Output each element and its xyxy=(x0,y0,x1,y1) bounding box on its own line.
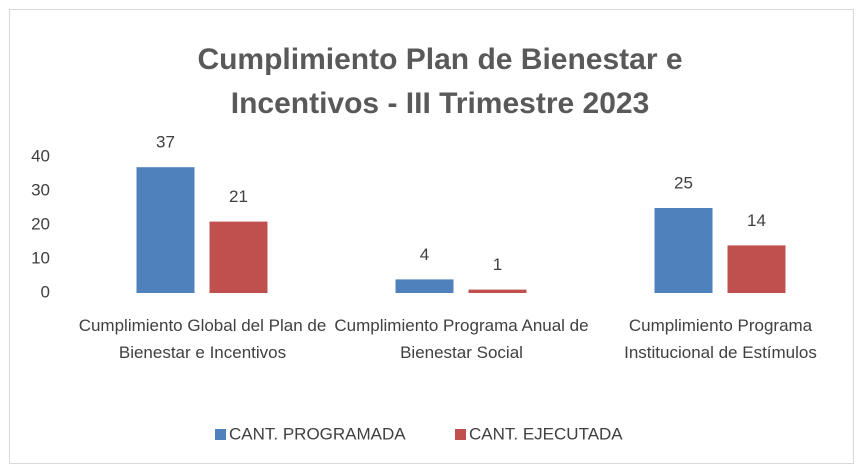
chart-frame xyxy=(9,9,854,464)
legend-swatch xyxy=(215,429,226,440)
bar xyxy=(136,167,195,293)
legend-label: CANT. EJECUTADA xyxy=(469,424,623,443)
bar xyxy=(654,208,713,293)
y-tick-label: 20 xyxy=(31,214,50,233)
value-label: 21 xyxy=(229,187,248,206)
y-tick-label: 10 xyxy=(31,248,50,267)
x-tick-label: Cumplimiento Global del Plan de Bienesta… xyxy=(78,316,327,362)
value-label: 14 xyxy=(747,211,766,230)
bar xyxy=(395,279,454,293)
value-label: 37 xyxy=(156,133,175,152)
x-tick-label: Cumplimiento Programa Institucional de E… xyxy=(624,316,817,362)
value-label: 25 xyxy=(674,173,693,192)
value-label: 1 xyxy=(493,255,502,274)
bar xyxy=(727,245,786,293)
x-tick-label: Cumplimiento Programa Anual de Bienestar… xyxy=(334,316,589,362)
value-label: 4 xyxy=(420,245,429,264)
legend-swatch xyxy=(455,429,466,440)
legend-label: CANT. PROGRAMADA xyxy=(229,424,406,443)
bar xyxy=(209,221,268,293)
y-tick-label: 0 xyxy=(41,282,50,301)
bar xyxy=(468,289,527,293)
chart-title: Cumplimiento Plan de Bienestar e Incenti… xyxy=(197,43,683,120)
y-tick-label: 40 xyxy=(31,146,50,165)
y-tick-label: 30 xyxy=(31,180,50,199)
